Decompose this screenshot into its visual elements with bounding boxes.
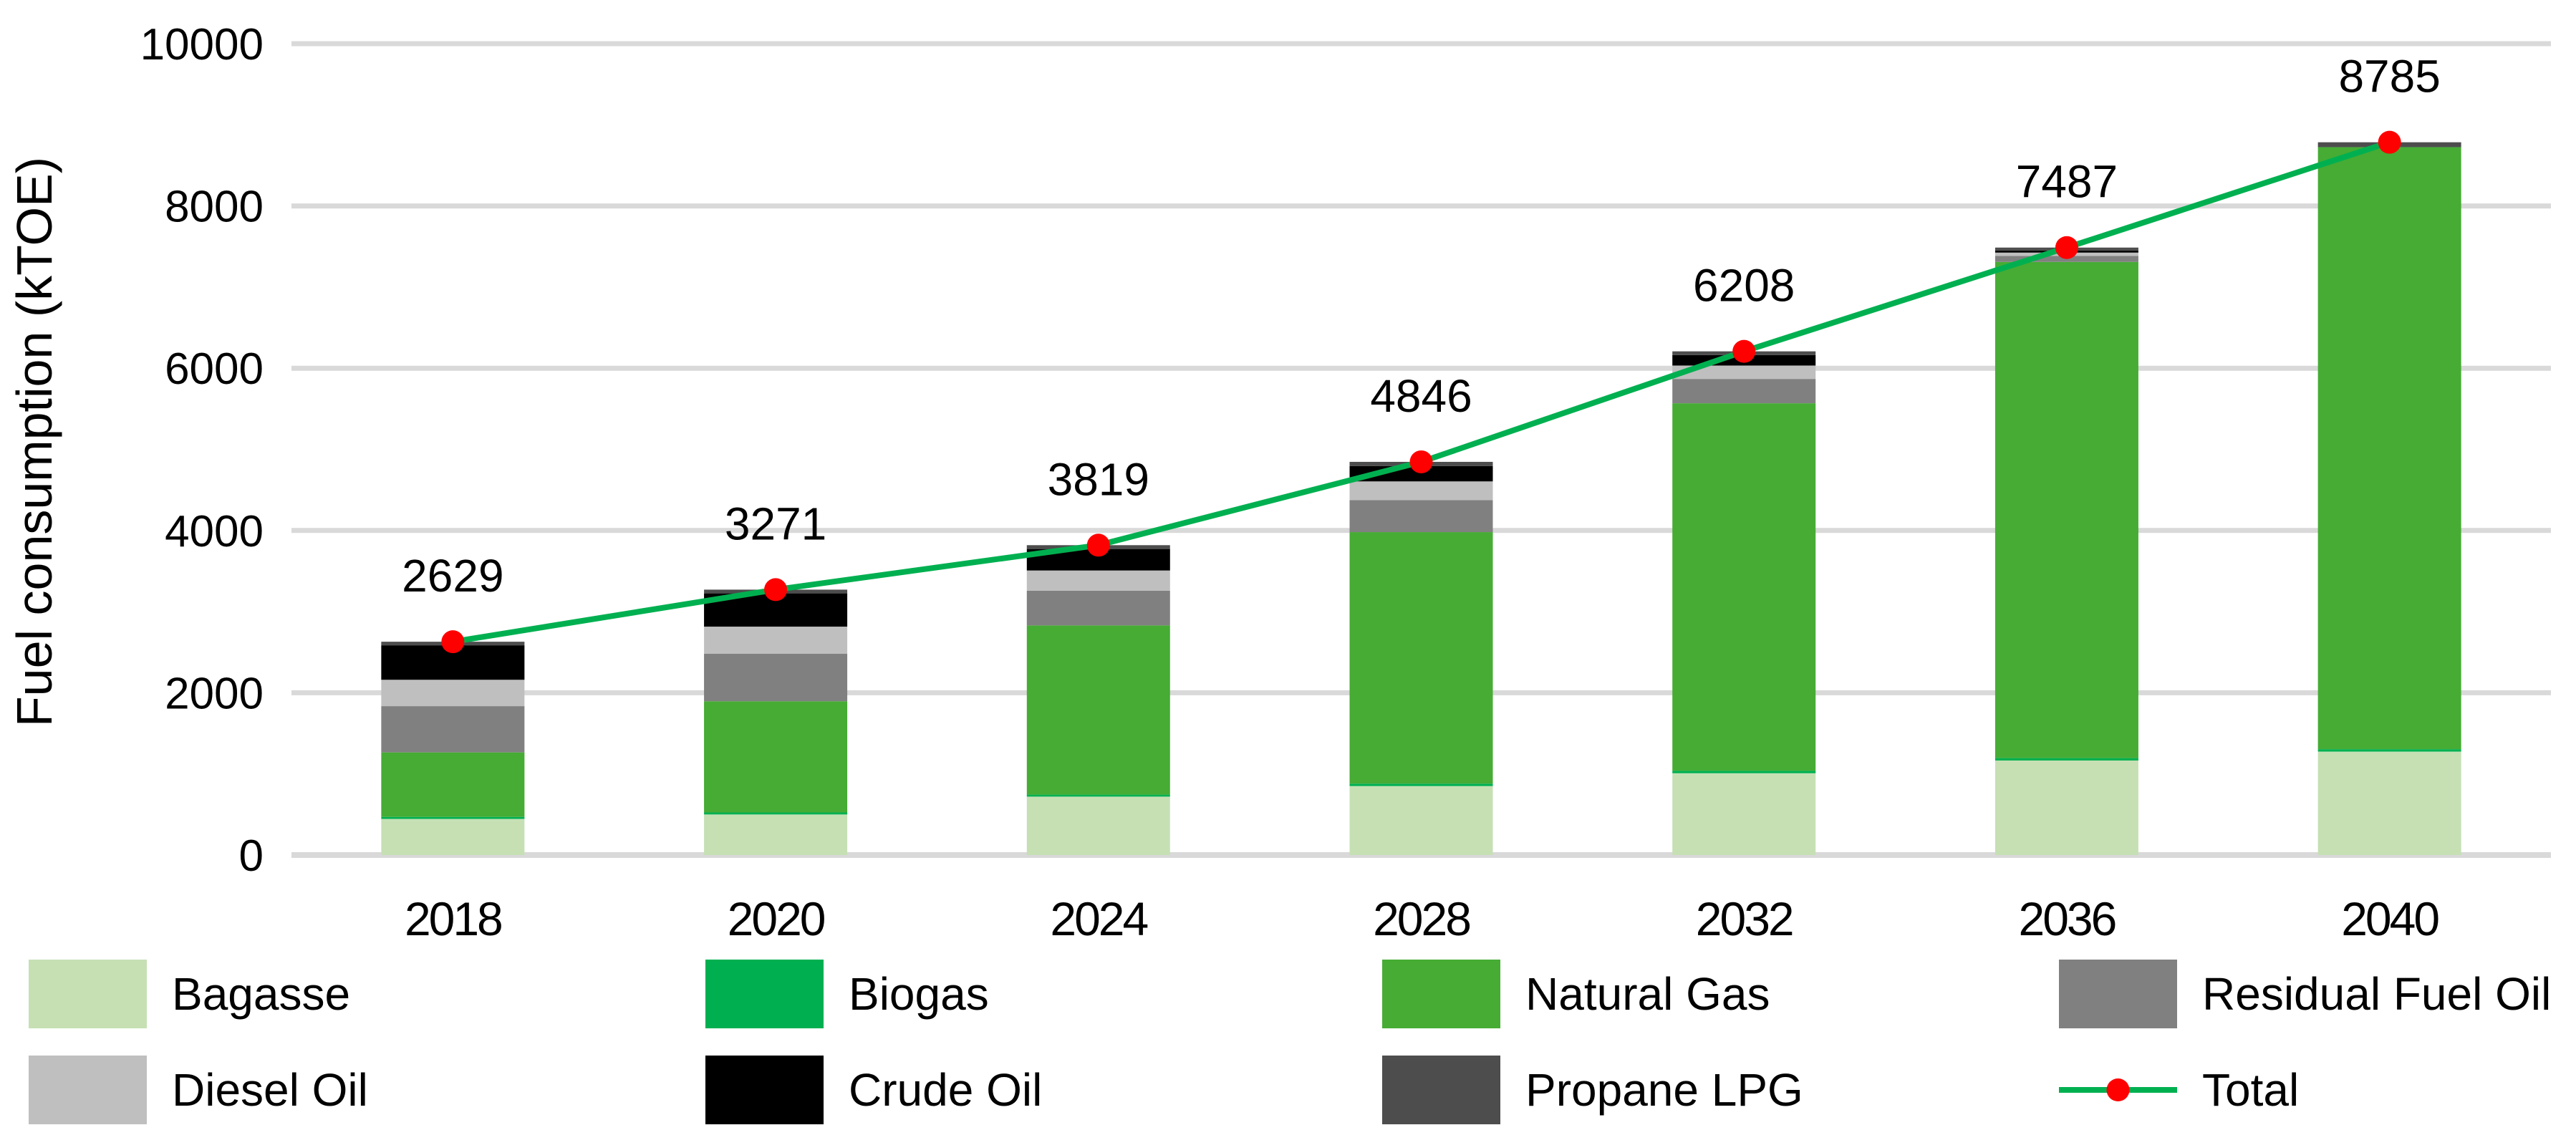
x-tick-label-2036: 2036 <box>2019 892 2116 945</box>
bar-segment-diesel-oil-2018 <box>381 680 525 707</box>
bar-segment-natural-gas-2024 <box>1026 625 1170 795</box>
total-marker-2036 <box>2055 236 2078 259</box>
bar-segment-biogas-2018 <box>381 816 525 819</box>
bar-segment-diesel-oil-2020 <box>704 627 848 655</box>
legend-swatch-residual-fuel-oil <box>2059 960 2177 1028</box>
data-label-2028: 4846 <box>1370 370 1472 422</box>
bar-segment-biogas-2032 <box>1672 771 1816 773</box>
bar-segment-natural-gas-2020 <box>704 701 848 813</box>
bar-segment-natural-gas-2032 <box>1672 403 1816 771</box>
x-tick-label-2024: 2024 <box>1050 892 1147 945</box>
legend-swatch-bagasse <box>29 960 147 1028</box>
bar-segment-residual-fuel-oil-2032 <box>1672 379 1816 404</box>
total-marker-2024 <box>1086 533 1110 557</box>
bar-segment-bagasse-2036 <box>1994 761 2138 855</box>
data-label-2020: 3271 <box>725 498 826 549</box>
bar-segment-bagasse-2020 <box>704 814 848 855</box>
x-tick-label-2020: 2020 <box>728 892 825 945</box>
x-tick-label-2040: 2040 <box>2341 892 2438 945</box>
bar-segment-biogas-2040 <box>2317 749 2461 752</box>
bar-segment-natural-gas-2028 <box>1349 532 1493 784</box>
y-axis-title: Fuel consumption (kTOE) <box>6 157 62 727</box>
total-marker-2018 <box>441 630 465 654</box>
legend-label-bagasse: Bagasse <box>172 968 350 1020</box>
legend-swatch-natural-gas <box>1382 960 1500 1028</box>
y-tick-label-4000: 4000 <box>165 507 264 556</box>
bar-segment-residual-fuel-oil-2018 <box>381 706 525 753</box>
bar-segment-diesel-oil-2032 <box>1672 365 1816 380</box>
legend-swatch-crude-oil <box>705 1056 824 1124</box>
bar-segment-biogas-2036 <box>1994 758 2138 761</box>
bar-segment-natural-gas-2040 <box>2317 147 2461 750</box>
bar-segment-natural-gas-2018 <box>381 752 525 817</box>
x-tick-label-2018: 2018 <box>405 892 501 945</box>
y-tick-label-8000: 8000 <box>165 183 264 232</box>
y-tick-label-2000: 2000 <box>165 669 264 718</box>
bar-segment-residual-fuel-oil-2028 <box>1349 500 1493 533</box>
legend-label-natural-gas: Natural Gas <box>1525 968 1770 1020</box>
legend-swatch-biogas <box>705 960 824 1028</box>
data-label-2032: 6208 <box>1693 260 1795 312</box>
total-marker-2020 <box>764 578 788 602</box>
bar-segment-biogas-2024 <box>1026 794 1170 797</box>
bar-segment-diesel-oil-2028 <box>1349 481 1493 501</box>
bar-segment-natural-gas-2036 <box>1994 261 2138 758</box>
bar-segment-bagasse-2028 <box>1349 786 1493 855</box>
bar-segment-residual-fuel-oil-2024 <box>1026 590 1170 626</box>
legend-swatch-propane-lpg <box>1382 1056 1500 1124</box>
legend-swatch-diesel-oil <box>29 1056 147 1124</box>
legend-label-residual-fuel-oil: Residual Fuel Oil <box>2202 968 2551 1020</box>
y-tick-label-6000: 6000 <box>165 344 264 394</box>
bar-segment-residual-fuel-oil-2020 <box>704 654 848 702</box>
total-marker-2028 <box>1409 450 1433 473</box>
bar-segment-bagasse-2032 <box>1672 773 1816 855</box>
bar-segment-bagasse-2040 <box>2317 751 2461 855</box>
bar-segment-biogas-2028 <box>1349 783 1493 786</box>
legend-label-propane-lpg: Propane LPG <box>1525 1064 1803 1116</box>
legend-label-diesel-oil: Diesel Oil <box>172 1064 368 1116</box>
data-label-2018: 2629 <box>402 550 503 602</box>
data-label-2040: 8785 <box>2338 51 2440 102</box>
x-tick-label-2028: 2028 <box>1373 892 1470 945</box>
bar-segment-biogas-2020 <box>704 812 848 815</box>
legend-label-biogas: Biogas <box>849 968 989 1020</box>
bar-segment-diesel-oil-2024 <box>1026 570 1170 591</box>
legend-label-total: Total <box>2202 1064 2299 1116</box>
data-label-2036: 7487 <box>2016 156 2118 208</box>
y-tick-label-10000: 10000 <box>140 20 264 69</box>
legend-label-crude-oil: Crude Oil <box>849 1064 1042 1116</box>
bar-segment-bagasse-2024 <box>1026 796 1170 855</box>
bar-segment-bagasse-2018 <box>381 819 525 855</box>
total-marker-2040 <box>2378 130 2401 154</box>
data-label-2024: 3819 <box>1048 453 1149 505</box>
legend-marker-total <box>2106 1078 2130 1101</box>
total-marker-2032 <box>1732 339 1756 363</box>
y-tick-label-0: 0 <box>239 831 264 881</box>
x-tick-label-2032: 2032 <box>1696 892 1793 945</box>
